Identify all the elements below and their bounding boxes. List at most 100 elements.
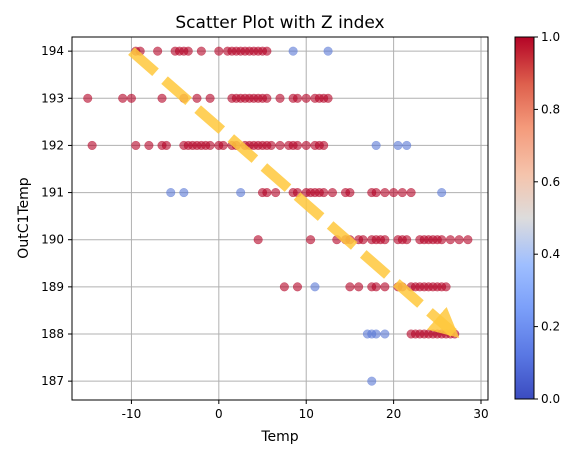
data-point — [463, 235, 473, 245]
data-point — [393, 140, 403, 150]
data-point — [131, 140, 141, 150]
y-tick-label: 190 — [41, 233, 64, 247]
data-point — [380, 282, 390, 292]
data-point — [327, 188, 337, 198]
trend-arrow-line — [128, 47, 460, 338]
data-point — [262, 93, 272, 103]
data-point — [279, 282, 289, 292]
y-tick-label: 187 — [41, 374, 64, 388]
data-point — [319, 188, 329, 198]
grid — [72, 37, 488, 400]
data-point — [371, 282, 381, 292]
y-tick-label: 188 — [41, 327, 64, 341]
data-point — [118, 93, 128, 103]
colorbar-tick-label: 0.2 — [541, 320, 560, 334]
y-tick-label: 193 — [41, 91, 64, 105]
data-point — [358, 235, 368, 245]
x-axis-label: Temp — [260, 429, 298, 445]
y-tick-label: 191 — [41, 186, 64, 200]
data-point — [380, 235, 390, 245]
data-point — [192, 93, 202, 103]
data-point — [253, 235, 263, 245]
x-tick-label: 20 — [386, 407, 401, 421]
data-point — [205, 93, 215, 103]
data-point — [389, 188, 399, 198]
data-point — [371, 140, 381, 150]
y-tick-label: 192 — [41, 138, 64, 152]
data-point — [301, 93, 311, 103]
data-point — [292, 140, 303, 150]
y-axis: 187 188 189 190 191 192 193 194 — [41, 44, 72, 388]
data-point — [196, 46, 206, 56]
data-point — [306, 235, 316, 245]
plot-frame — [71, 36, 489, 401]
data-point — [218, 140, 228, 150]
y-tick-label: 194 — [41, 44, 64, 58]
data-point — [87, 140, 97, 150]
colorbar-tick-label: 0.8 — [541, 102, 560, 116]
data-point — [205, 140, 215, 150]
data-point — [323, 93, 333, 103]
data-point — [437, 188, 447, 198]
data-point — [214, 46, 224, 56]
data-point — [319, 140, 329, 150]
data-point — [83, 93, 93, 103]
data-point — [157, 93, 167, 103]
data-point — [266, 140, 276, 150]
colorbar: 0.0 0.2 0.4 0.6 0.8 1.0 — [514, 30, 560, 406]
data-point — [437, 235, 447, 245]
data-point — [406, 188, 416, 198]
data-point — [236, 188, 246, 198]
data-point — [179, 188, 189, 198]
data-point — [402, 140, 412, 150]
data-point — [397, 188, 407, 198]
y-tick-label: 189 — [41, 280, 64, 294]
chart-title: Scatter Plot with Z index — [175, 13, 384, 33]
data-point — [441, 282, 451, 292]
x-tick-label: 0 — [215, 407, 223, 421]
data-point — [345, 282, 355, 292]
data-point — [354, 282, 364, 292]
data-point — [301, 140, 311, 150]
data-point — [126, 93, 136, 103]
data-point — [183, 46, 193, 56]
data-point — [371, 329, 381, 339]
data-point — [262, 188, 272, 198]
data-point — [402, 235, 412, 245]
data-point — [166, 188, 176, 198]
data-point — [371, 188, 381, 198]
data-point — [153, 46, 163, 56]
x-tick-label: 10 — [299, 407, 314, 421]
data-point — [380, 188, 390, 198]
colorbar-tick-label: 0.0 — [541, 392, 560, 406]
data-point — [275, 140, 285, 150]
data-point — [454, 235, 464, 245]
data-point — [323, 46, 333, 56]
data-point — [380, 329, 390, 339]
x-tick-label: -10 — [122, 407, 142, 421]
data-point — [275, 93, 285, 103]
colorbar-ticks: 0.0 0.2 0.4 0.6 0.8 1.0 — [534, 30, 560, 406]
data-point — [161, 140, 171, 150]
data-point — [310, 282, 320, 292]
colorbar-tick-label: 1.0 — [541, 30, 560, 44]
y-axis-label: OutC1Temp — [16, 177, 32, 258]
data-point — [292, 282, 303, 292]
data-point — [445, 235, 455, 245]
data-point — [271, 188, 281, 198]
colorbar-gradient — [514, 36, 535, 400]
data-point — [292, 93, 303, 103]
data-point — [345, 188, 355, 198]
x-axis: -10 0 10 20 30 — [122, 400, 489, 421]
data-point — [288, 46, 298, 56]
colorbar-tick-label: 0.6 — [541, 175, 560, 189]
x-tick-label: 30 — [473, 407, 488, 421]
data-point — [262, 46, 272, 56]
colorbar-tick-label: 0.4 — [541, 247, 560, 261]
data-point — [144, 140, 154, 150]
data-points — [83, 46, 473, 386]
trend-arrow — [128, 47, 460, 338]
data-point — [367, 376, 377, 386]
